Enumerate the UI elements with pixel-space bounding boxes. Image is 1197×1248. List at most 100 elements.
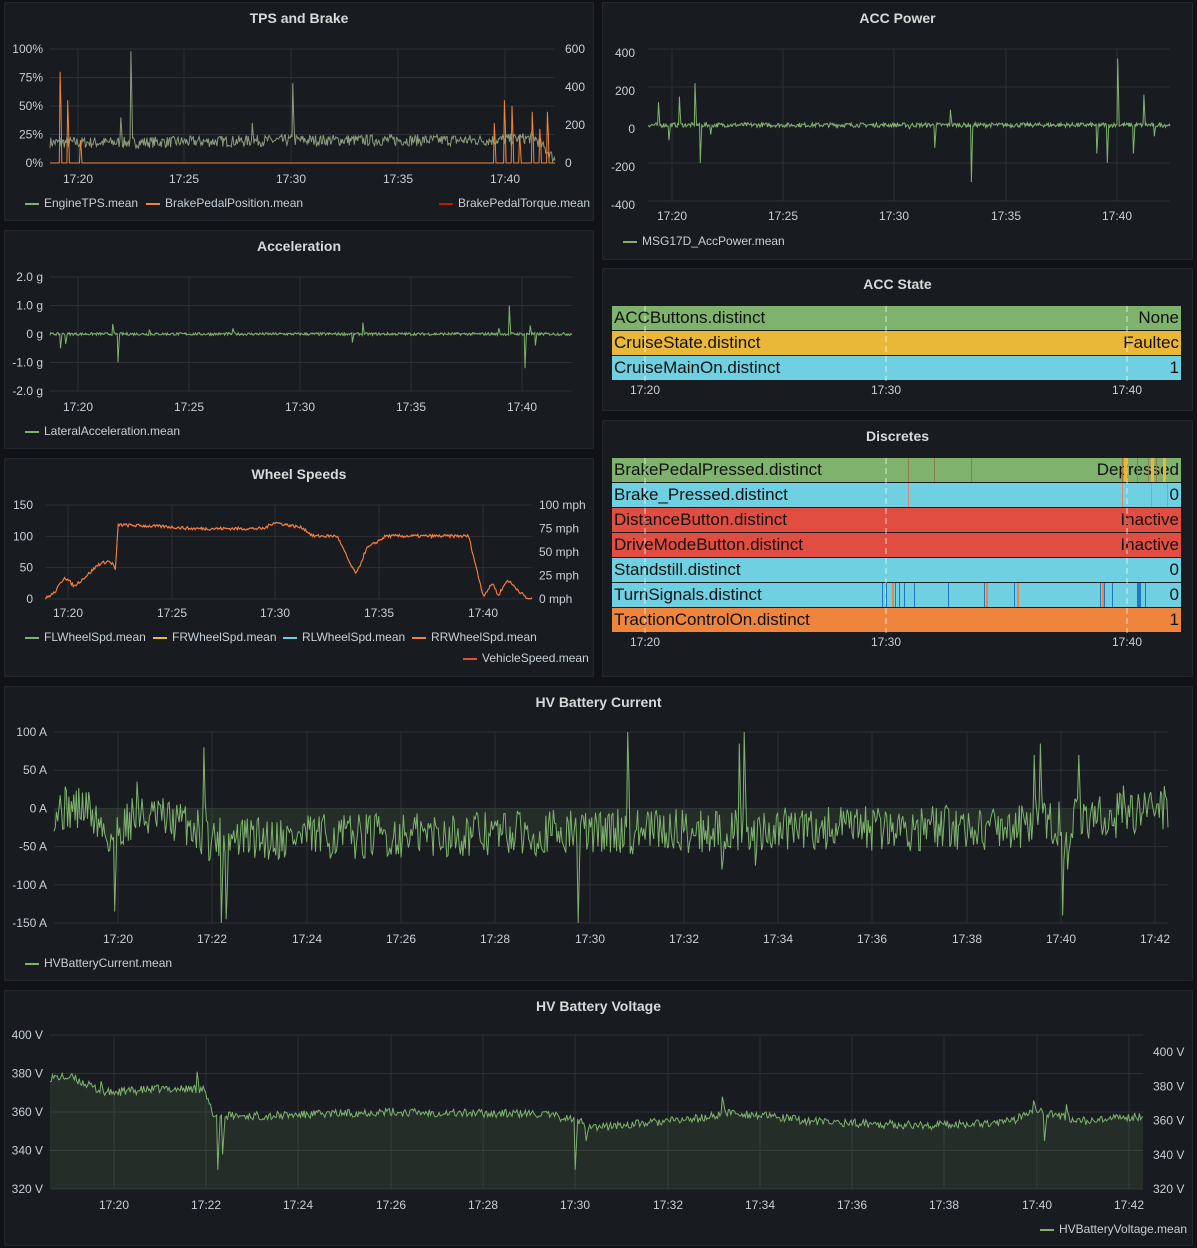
y-axis-label-left: 100 bbox=[13, 529, 33, 543]
legend-rr-wheel[interactable]: RRWheelSpd.mean bbox=[412, 630, 537, 644]
state-row[interactable]: CruiseMainOn.distinct 1 bbox=[612, 356, 1181, 380]
state-row[interactable]: DistanceButton.distinct Inactive bbox=[612, 508, 1181, 532]
state-row[interactable]: Standstill.distinct 0 bbox=[612, 558, 1181, 582]
state-row[interactable]: BrakePedalPressed.distinct Depressed bbox=[612, 458, 1181, 482]
legend-hv-voltage[interactable]: HVBatteryVoltage.mean bbox=[1040, 1222, 1187, 1236]
x-axis-label: 17:24 bbox=[292, 932, 322, 946]
panel-hv-current[interactable]: HV Battery Current 100 A 50 A 0 A -50 A -100… bbox=[4, 686, 1193, 981]
x-axis-label: 17:22 bbox=[191, 1198, 221, 1212]
state-row-value: Inactive bbox=[1120, 510, 1179, 529]
panel-title: ACC Power bbox=[859, 10, 936, 26]
hv-current-line bbox=[53, 731, 1169, 924]
y-axis-label: -200 bbox=[611, 160, 635, 174]
legend-rl-wheel[interactable]: RLWheelSpd.mean bbox=[283, 630, 405, 644]
y-axis-label-right: 0 mph bbox=[539, 592, 572, 606]
state-row-label: DistanceButton.distinct bbox=[614, 510, 787, 529]
legend-acc-power[interactable]: MSG17D_AccPower.mean bbox=[623, 234, 785, 248]
state-row-value: None bbox=[1138, 308, 1179, 327]
x-axis-label: 17:38 bbox=[929, 1198, 959, 1212]
x-axis-label: 17:20 bbox=[99, 1198, 129, 1212]
y-axis-label: 400 bbox=[615, 46, 635, 60]
y-axis-label: 200 bbox=[615, 84, 635, 98]
hv-voltage-line bbox=[49, 1071, 1144, 1170]
state-row[interactable]: CruiseState.distinct Faultec bbox=[612, 331, 1181, 355]
x-axis-label: 17:40 bbox=[1022, 1198, 1052, 1212]
state-row-label: CruiseState.distinct bbox=[614, 333, 761, 352]
y-axis-label: 1.0 g bbox=[16, 299, 43, 313]
y-axis-label-left: 100% bbox=[12, 42, 43, 56]
y-axis-label: -150 A bbox=[12, 916, 47, 930]
y-axis-label: 0 bbox=[628, 122, 635, 136]
x-axis-label: 17:42 bbox=[1140, 932, 1170, 946]
legend-brake-pedal-position[interactable]: BrakePedalPosition.mean bbox=[146, 196, 303, 210]
y-axis-label-left: 320 V bbox=[12, 1182, 43, 1196]
y-axis-label-right: 25 mph bbox=[539, 569, 579, 583]
state-row-label: Standstill.distinct bbox=[614, 560, 741, 579]
x-axis-label: 17:28 bbox=[468, 1198, 498, 1212]
y-axis-label-right: 360 V bbox=[1153, 1114, 1184, 1128]
x-axis-label: 17:20 bbox=[103, 932, 133, 946]
legend-label: FLWheelSpd.mean bbox=[44, 630, 146, 644]
y-axis-label-left: 150 bbox=[13, 498, 33, 512]
legend-hv-current[interactable]: HVBatteryCurrent.mean bbox=[25, 956, 172, 970]
legend-brake-pedal-torque[interactable]: BrakePedalTorque.mean bbox=[439, 196, 590, 210]
legend-label: FRWheelSpd.mean bbox=[172, 630, 277, 644]
y-axis-label-right: 380 V bbox=[1153, 1079, 1184, 1093]
legend-engine-tps[interactable]: EngineTPS.mean bbox=[25, 196, 138, 210]
y-axis-label: -50 A bbox=[19, 840, 47, 854]
y-axis-label: -100 A bbox=[12, 878, 47, 892]
x-axis-label: 17:42 bbox=[1114, 1198, 1144, 1212]
x-axis-label: 17:40 bbox=[1112, 383, 1142, 397]
y-axis-label-left: 380 V bbox=[12, 1067, 43, 1081]
y-axis-label-right: 600 bbox=[565, 42, 585, 56]
y-axis-label-left: 340 V bbox=[12, 1144, 43, 1158]
y-axis-label-right: 0 bbox=[565, 156, 572, 170]
state-row[interactable]: DriveModeButton.distinct Inactive bbox=[612, 533, 1181, 557]
y-axis-label-right: 100 mph bbox=[539, 498, 586, 512]
state-row-value: Faultec bbox=[1123, 333, 1179, 352]
legend-fl-wheel[interactable]: FLWheelSpd.mean bbox=[25, 630, 146, 644]
panel-hv-voltage[interactable]: HV Battery Voltage 400 V 380 V 360 V 340 V 3… bbox=[4, 990, 1193, 1246]
y-axis-label-left: 50 bbox=[20, 561, 34, 575]
acc-power-line bbox=[647, 58, 1171, 183]
state-row[interactable]: TractionControlOn.distinct 1 bbox=[612, 608, 1181, 632]
x-axis-label: 17:32 bbox=[653, 1198, 683, 1212]
x-axis-label: 17:40 bbox=[490, 172, 520, 186]
legend-lateral-acceleration[interactable]: LateralAcceleration.mean bbox=[25, 424, 180, 438]
legend-label: BrakePedalTorque.mean bbox=[458, 196, 591, 210]
state-row[interactable]: ACCButtons.distinct None bbox=[612, 306, 1181, 330]
legend-label: LateralAcceleration.mean bbox=[44, 424, 181, 438]
hv-voltage-line-area bbox=[50, 1071, 1143, 1189]
x-axis-label: 17:20 bbox=[630, 383, 660, 397]
x-axis-label: 17:36 bbox=[837, 1198, 867, 1212]
x-axis-label: 17:30 bbox=[879, 209, 909, 223]
x-axis-label: 17:28 bbox=[480, 932, 510, 946]
panel-acc-power[interactable]: ACC Power 400 200 0 -200 -400 17:20 17:25 17:30… bbox=[602, 2, 1193, 260]
state-row[interactable]: TurnSignals.distinct 0 bbox=[612, 583, 1181, 607]
legend-label: HVBatteryCurrent.mean bbox=[44, 956, 173, 970]
vehicle-speed-line bbox=[44, 522, 533, 600]
x-axis-label: 17:35 bbox=[991, 209, 1021, 223]
wheel-speeds-chart: 150 100 50 0 100 mph 75 mph 50 mph 25 mph 0 mph 1… bbox=[13, 498, 586, 620]
x-axis-label: 17:30 bbox=[871, 383, 901, 397]
legend-vehicle-speed[interactable]: VehicleSpeed.mean bbox=[463, 651, 589, 665]
y-axis-label-right: 50 mph bbox=[539, 545, 579, 559]
y-axis-label-left: 50% bbox=[19, 99, 43, 113]
x-axis-label: 17:40 bbox=[1046, 932, 1076, 946]
state-row-value: 0 bbox=[1169, 485, 1179, 504]
x-axis-label: 17:30 bbox=[285, 400, 315, 414]
panel-wheel-speeds[interactable]: Wheel Speeds 150 100 50 0 100 mph 75 mph 50 mp… bbox=[4, 458, 594, 677]
panel-acceleration[interactable]: Acceleration 2.0 g 1.0 g 0 g -1.0 g -2.0 g 17… bbox=[4, 230, 594, 449]
x-axis-label: 17:25 bbox=[174, 400, 204, 414]
x-axis-label: 17:20 bbox=[630, 635, 660, 649]
panel-tps-brake[interactable]: TPS and Brake 100% 75% 50% 25% 0% 600 400 200 0 1… bbox=[4, 2, 594, 221]
legend-fr-wheel[interactable]: FRWheelSpd.mean bbox=[153, 630, 277, 644]
panel-title: Wheel Speeds bbox=[251, 466, 347, 482]
panel-acc-state[interactable]: ACC State ACCButtons.distinct None CruiseS… bbox=[602, 268, 1193, 411]
panel-discretes[interactable]: Discretes BrakePedalPressed.distinct Depr… bbox=[602, 420, 1193, 677]
x-axis-label: 17:26 bbox=[386, 932, 416, 946]
x-axis-label: 17:35 bbox=[383, 172, 413, 186]
x-axis-label: 17:30 bbox=[575, 932, 605, 946]
y-axis-label: -1.0 g bbox=[12, 356, 43, 370]
state-row[interactable]: Brake_Pressed.distinct 0 bbox=[612, 483, 1181, 507]
